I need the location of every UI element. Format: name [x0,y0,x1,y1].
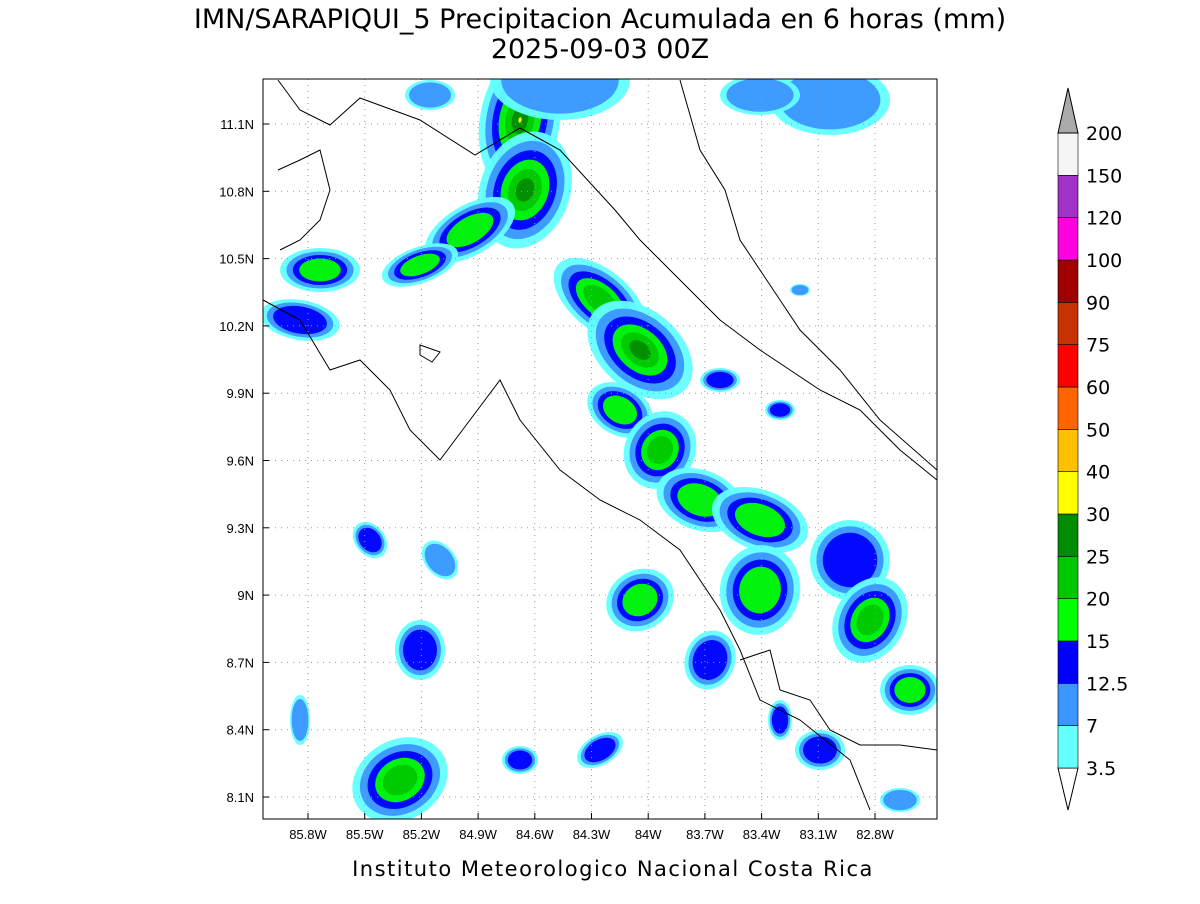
colorbar-label: 100 [1086,250,1122,272]
rain-area [629,340,651,360]
lat-label: 10.5N [219,252,254,267]
rain-area [646,436,674,464]
colorbar-label: 60 [1086,377,1110,399]
colorbar-bin [1057,302,1079,345]
colorbar-bin [1057,683,1079,726]
rain-area [403,629,437,671]
colorbar-label: 75 [1086,335,1110,357]
colorbar-bin [1057,598,1079,642]
colorbar-bin [1057,386,1079,430]
rain-area [883,789,917,811]
colorbar-label: 15 [1086,631,1110,653]
lon-label: 84.3W [573,827,611,842]
map-title: IMN/SARAPIQUI_5 Precipitacion Acumulada … [194,4,1006,35]
colorbar-bin [1057,471,1079,515]
axis-labels: 85.8W 85.5W 85.2W 84.9W 84.6W 84.3W 84W 83.7W 83… [219,117,894,842]
colorbar-bin [1057,513,1079,557]
rain-area [518,117,522,123]
lat-label: 10.8N [219,184,254,199]
lon-label: 83.7W [686,827,724,842]
footer-credit: Instituto Meteorologico Nacional Costa R… [352,857,874,881]
colorbar-bin [1057,344,1079,388]
colorbar-label: 150 [1086,165,1122,187]
lon-label: 85.2W [403,827,441,842]
lat-label: 9.6N [227,454,254,469]
rain-area [822,532,878,588]
coastlines [263,79,937,811]
rain-area [602,395,638,425]
lat-label: 9.9N [227,386,254,401]
colorbar-label: 50 [1086,419,1110,441]
colorbar-bin [1057,175,1079,218]
rain-area [515,178,535,202]
rain-area [291,699,309,741]
colorbar-label: 7 [1086,716,1098,738]
colorbar-label: 40 [1086,462,1110,484]
colorbar-label: 200 [1086,123,1122,145]
lat-label: 11.1N [220,117,254,132]
colorbar-label: 3.5 [1086,758,1116,780]
colorbar-bin [1057,725,1079,769]
colorbar-bin [1057,259,1079,303]
colorbar-label: 25 [1086,546,1110,568]
rain-area [409,82,451,108]
graticule [263,79,937,819]
lat-label: 8.7N [227,655,254,670]
rain-area [358,527,382,553]
colorbar-over [1057,87,1079,134]
colorbar: 3.5 7 12.5 15 20 25 30 40 50 60 75 90 100 120 150 200 [1057,87,1128,811]
lat-label: 10.2N [219,319,254,334]
rain-area [400,253,440,277]
colorbar-label: 120 [1086,208,1122,230]
rain-area [779,79,881,130]
colorbar-label: 20 [1086,589,1110,611]
lat-label: 8.1N [227,790,254,805]
lat-label: 8.4N [227,723,254,738]
lon-label: 84.9W [459,827,497,842]
rain-area [803,736,837,764]
rain-area [677,483,723,517]
lat-label: 9N [237,588,254,603]
colorbar-bin [1057,132,1079,176]
rain-area [299,258,341,282]
rain-area [856,604,884,636]
rain-area [706,371,734,389]
lon-label: 85.5W [346,827,384,842]
lat-label: 9.3N [227,521,254,536]
rain-area [726,79,794,112]
colorbar-bin [1057,429,1079,472]
rain-area [739,566,781,614]
lon-label: 84W [635,827,662,842]
rain-area [894,677,926,703]
rain-area [692,639,728,681]
map-subtitle: 2025-09-03 00Z [491,34,709,65]
rain-area [424,543,456,577]
rain-area [501,79,619,114]
rain-area [622,583,658,617]
rain-area [734,502,786,538]
colorbar-label: 30 [1086,504,1110,526]
rain-area [769,403,791,417]
lon-label: 85.8W [289,827,327,842]
lon-label: 83.4W [743,827,781,842]
colorbar-bin [1057,640,1079,684]
colorbar-bin [1057,556,1079,599]
colorbar-bin [1057,217,1079,261]
rain-area [507,750,533,770]
lon-label: 84.6W [516,827,554,842]
precipitation-field [263,79,937,819]
rain-area [771,706,789,734]
map-frame [262,78,938,820]
lon-label: 82.8W [856,827,894,842]
rain-area [446,212,494,248]
colorbar-under [1057,767,1079,811]
rain-area [584,737,616,763]
rain-area [791,284,809,296]
rain-area [382,764,418,796]
lon-label: 83.1W [800,827,838,842]
colorbar-label: 90 [1086,292,1110,314]
colorbar-label: 12.5 [1086,673,1128,695]
